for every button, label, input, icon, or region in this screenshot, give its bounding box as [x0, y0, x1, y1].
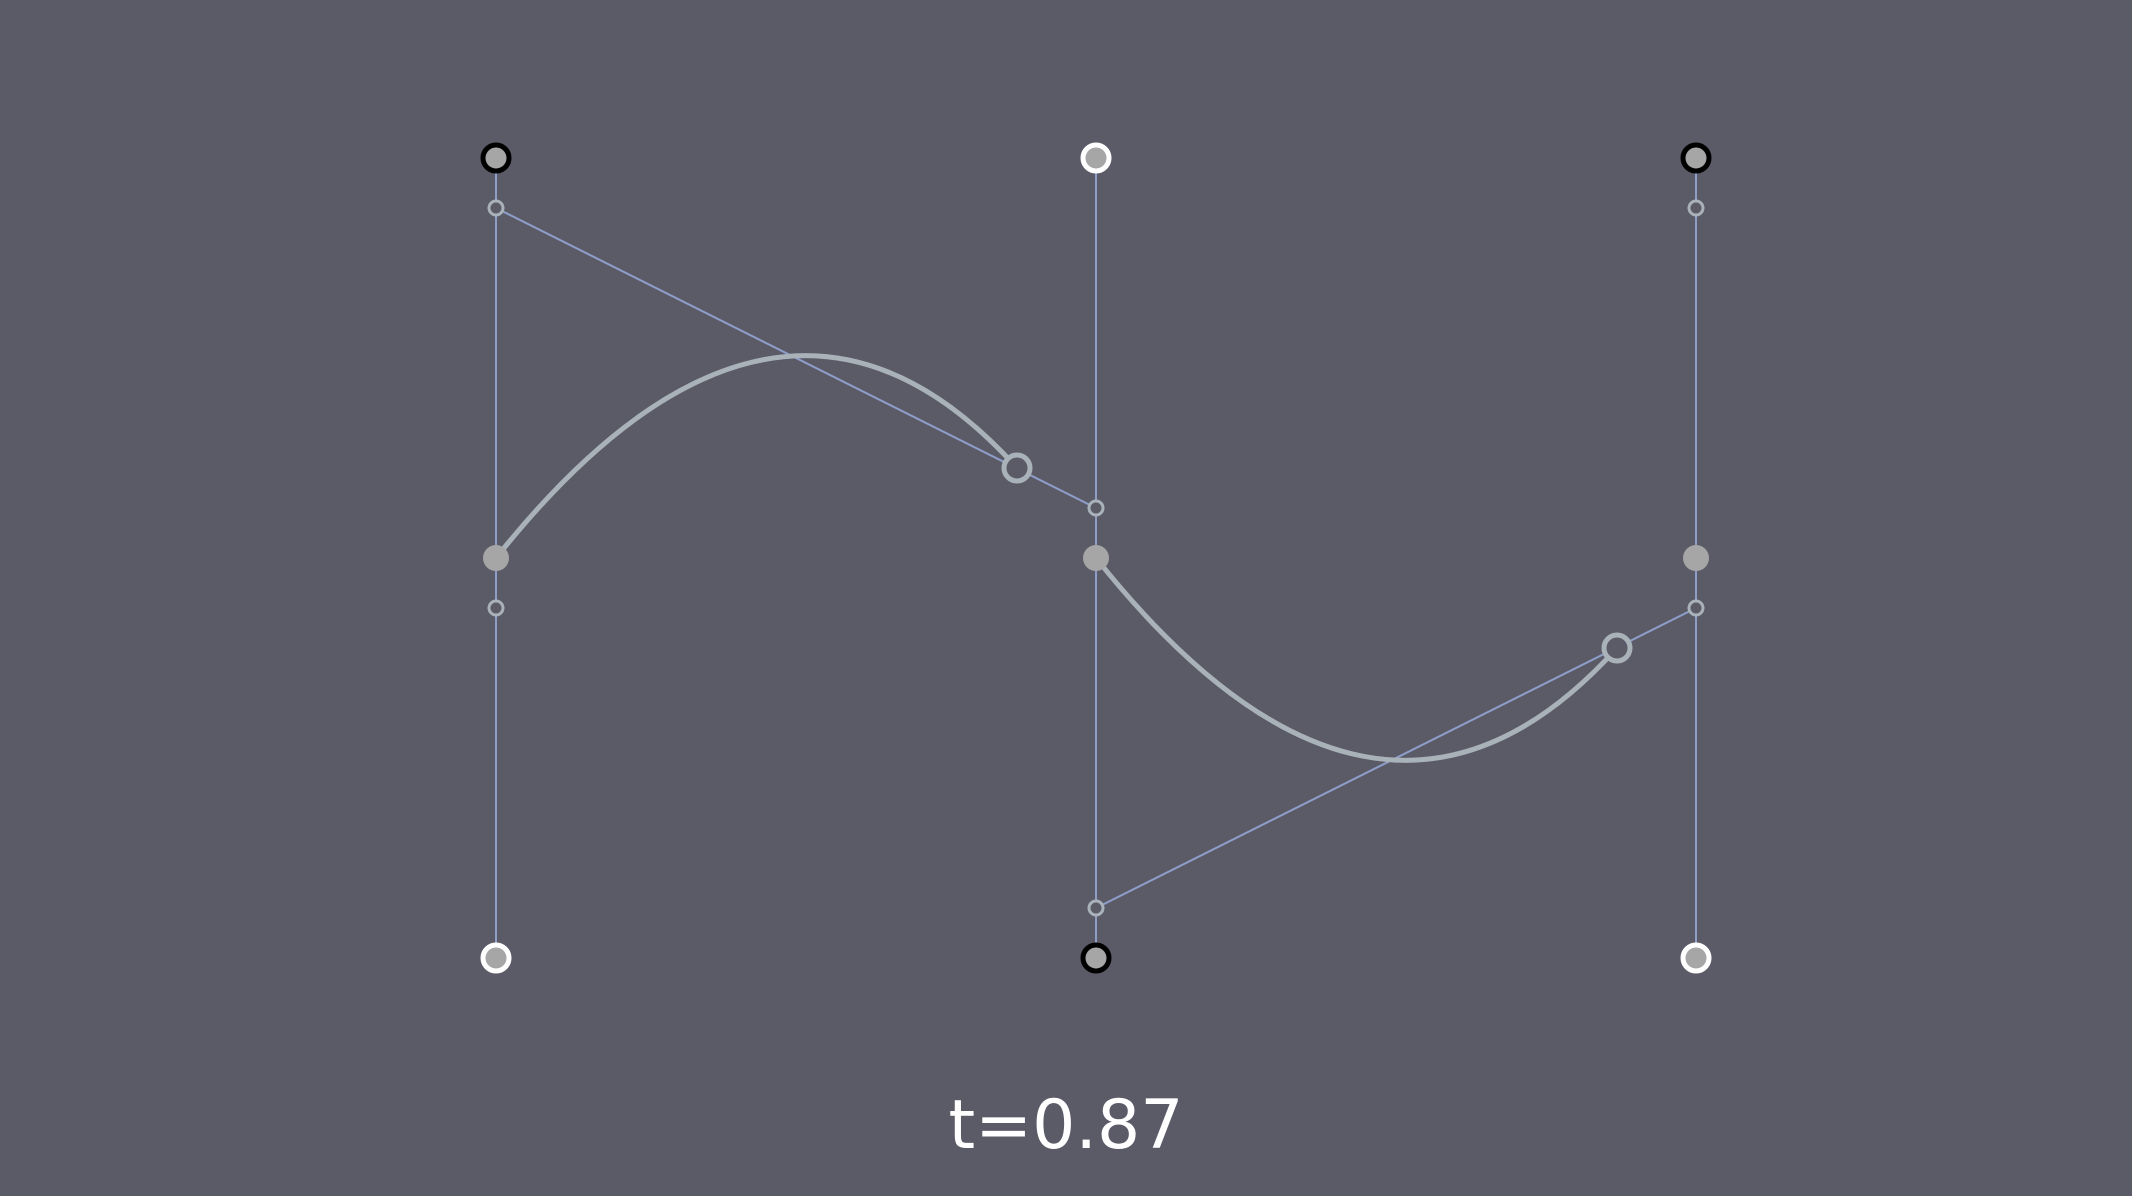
t-value-label: t=0.87	[948, 1086, 1184, 1165]
control-point-right-upper[interactable]	[1687, 199, 1705, 217]
control-point-middle-lower[interactable]	[1087, 899, 1105, 917]
handle-top-right[interactable]	[1680, 142, 1712, 174]
control-point-middle-upper[interactable]	[1087, 499, 1105, 517]
control-point-left-lower[interactable]	[487, 599, 505, 617]
handle-bottom-middle[interactable]	[1080, 942, 1112, 974]
moving-point-first-segment	[1001, 452, 1033, 484]
anchor-point-left[interactable]	[483, 545, 509, 571]
moving-point-second-segment	[1601, 632, 1633, 664]
handle-top-middle[interactable]	[1080, 142, 1112, 174]
handle-bottom-left[interactable]	[480, 942, 512, 974]
control-point-left-upper[interactable]	[487, 199, 505, 217]
handle-bottom-right[interactable]	[1680, 942, 1712, 974]
curve-second-segment	[1093, 555, 1620, 763]
control-point-right-lower[interactable]	[1687, 599, 1705, 617]
anchor-point-middle[interactable]	[1083, 545, 1109, 571]
curve-first-segment	[493, 353, 1020, 561]
anchor-point-right[interactable]	[1683, 545, 1709, 571]
handle-top-left[interactable]	[480, 142, 512, 174]
